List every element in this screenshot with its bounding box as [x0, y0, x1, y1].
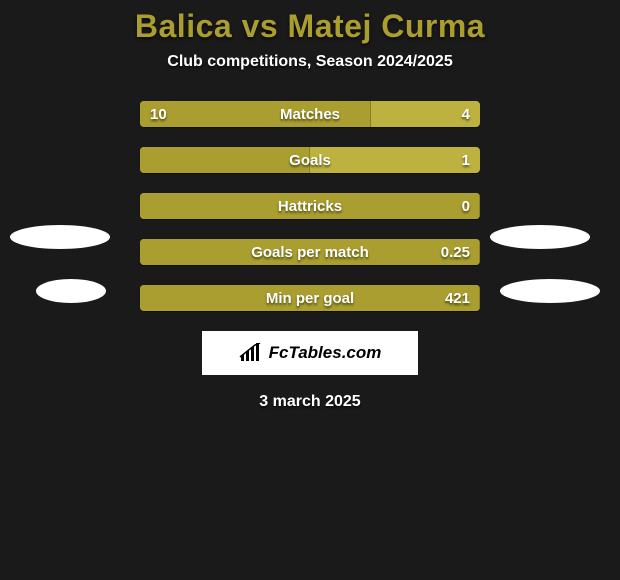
stat-right-value: 421: [445, 285, 470, 311]
comparison-widget: Balica vs Matej Curma Club competitions,…: [0, 0, 620, 411]
team-left-logo-placeholder: [36, 279, 106, 303]
stat-row-goals: Goals 1: [140, 147, 480, 173]
branding-text: FcTables.com: [269, 343, 382, 363]
stat-row-matches: 10 Matches 4: [140, 101, 480, 127]
branding-badge[interactable]: FcTables.com: [202, 331, 418, 375]
player-left-photo-placeholder: [10, 225, 110, 249]
stat-row-hattricks: Hattricks 0: [140, 193, 480, 219]
page-title: Balica vs Matej Curma: [0, 8, 620, 45]
stat-right-value: 4: [462, 101, 470, 127]
date-text: 3 march 2025: [0, 393, 620, 411]
stat-left-fill: [140, 101, 371, 127]
stat-left-fill: [140, 285, 480, 311]
bar-chart-icon: [239, 343, 263, 363]
stat-left-fill: [140, 193, 480, 219]
player-right-photo-placeholder: [490, 225, 590, 249]
stat-right-value: 1: [462, 147, 470, 173]
team-right-logo-placeholder: [500, 279, 600, 303]
stat-right-value: 0: [462, 193, 470, 219]
page-subtitle: Club competitions, Season 2024/2025: [0, 53, 620, 71]
stat-row-goals-per-match: Goals per match 0.25: [140, 239, 480, 265]
stat-right-value: 0.25: [441, 239, 470, 265]
stat-left-fill: [140, 147, 310, 173]
stat-left-value: 10: [150, 101, 167, 127]
comparison-stage: 10 Matches 4 Goals 1 Hattricks 0 Goals p…: [0, 101, 620, 411]
stat-row-min-per-goal: Min per goal 421: [140, 285, 480, 311]
stat-left-fill: [140, 239, 480, 265]
